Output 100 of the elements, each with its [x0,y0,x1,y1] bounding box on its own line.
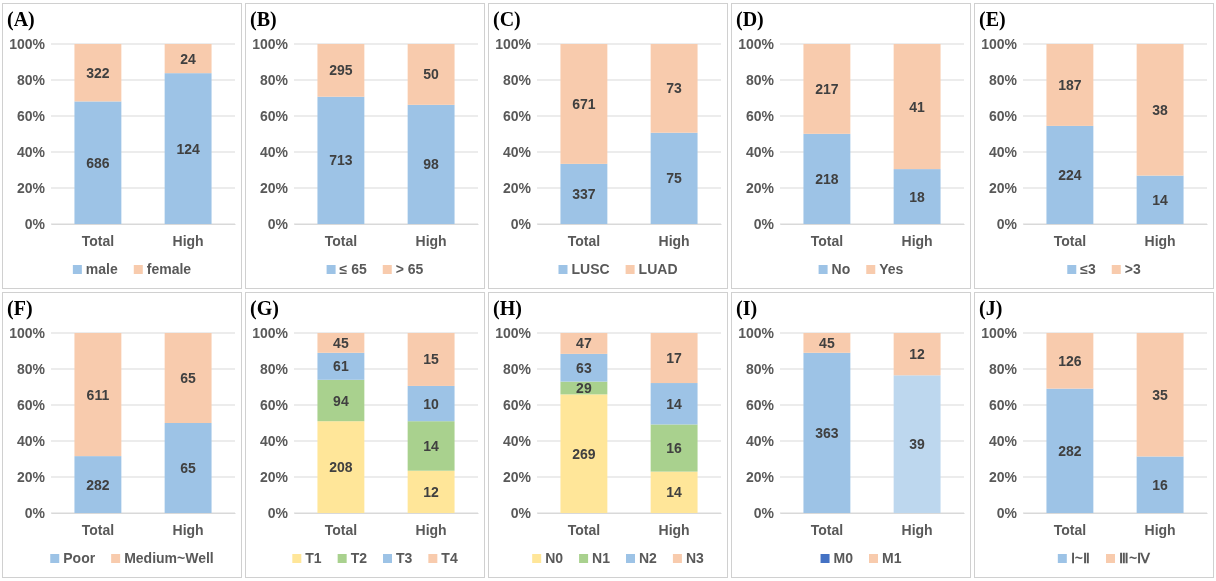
x-tick-label: Total [1053,521,1087,538]
annotation: 65 [180,370,197,386]
annotation: 14 [423,437,440,454]
annotation: 35 [1152,386,1169,403]
bar [893,333,941,376]
chart-title: (B) [250,8,277,31]
bar [164,333,212,423]
annotation: 14 [666,395,683,412]
x-tick-label: Total [810,521,844,538]
y-tick-label: 0% [753,215,775,232]
y-tick-label: 60% [259,396,289,413]
legend-label: T3 [396,550,413,566]
x-tick-label: Total [324,232,358,249]
annotation: 14 [1152,191,1169,208]
bar [407,470,455,513]
annotation: 39 [909,436,926,453]
annotation: 38 [1152,101,1169,118]
y-tick-label: 0% [753,504,775,521]
bar [893,375,941,513]
bar [74,456,122,513]
x-tick-label: Total [81,232,115,249]
y-tick-label: 80% [745,360,775,377]
chart-title: (I) [736,297,758,320]
x-tick-label: Total [567,521,601,538]
annotation: 24 [180,50,197,67]
annotation: 217 [815,80,839,97]
bar [164,44,212,74]
legend-label: N1 [592,550,611,566]
annotation: 75 [666,170,683,187]
y-tick-label: 20% [745,179,775,196]
annotation: 41 [909,98,926,115]
y-tick-label: 0% [24,504,46,521]
x-tick-label: High [901,521,933,538]
y-tick-label: 80% [16,71,46,88]
bar [560,333,608,354]
annotation: 65 [180,460,197,476]
annotation: 363 [815,424,839,441]
legend-label: Poor [63,550,96,566]
annotation: 45 [819,334,835,351]
bar [407,44,455,105]
annotation: 18 [909,188,926,205]
y-tick-label: 0% [996,504,1018,521]
legend-label: ≤ 65 [339,261,367,277]
y-tick-label: 20% [745,468,775,485]
annotation: 218 [815,170,839,187]
bar [1046,388,1094,513]
annotation: 671 [572,95,596,112]
y-tick-label: 80% [988,360,1018,377]
legend-label: T1 [305,550,322,566]
y-tick-label: 0% [510,215,532,232]
y-tick-label: 80% [16,360,46,377]
bar [164,423,212,513]
annotation: 686 [86,154,110,171]
y-tick-label: 100% [738,35,775,52]
y-tick-label: 60% [988,396,1018,413]
chart-title: (A) [7,8,35,31]
annotation: 269 [572,445,596,462]
y-tick-label: 100% [981,35,1018,52]
y-tick-label: 20% [16,179,46,196]
y-tick-label: 40% [502,432,532,449]
bar [650,383,698,425]
x-tick-label: Total [324,521,358,538]
x-tick-label: High [901,232,933,249]
bar [1136,44,1184,176]
legend-label: Medium~Well [124,550,214,566]
y-tick-label: 20% [988,468,1018,485]
annotation: 126 [1058,352,1082,369]
legend-label: No [831,261,851,277]
y-tick-label: 40% [16,143,46,160]
bar [650,471,698,513]
bar [164,73,212,224]
legend-label: > 65 [395,261,424,277]
bar [560,394,608,513]
x-tick-label: Total [1053,232,1087,249]
legend-label: N3 [685,550,705,566]
y-tick-label: 20% [988,179,1018,196]
bar [560,353,608,382]
x-tick-label: High [1144,232,1176,249]
bar [650,333,698,384]
y-tick-label: 60% [259,107,289,124]
y-tick-label: 0% [24,215,46,232]
bar [407,421,455,471]
y-tick-label: 100% [9,35,46,52]
y-tick-label: 0% [996,215,1018,232]
y-tick-label: 80% [259,71,289,88]
y-tick-label: 20% [502,179,532,196]
y-tick-label: 40% [988,143,1018,160]
y-tick-label: 0% [510,504,532,521]
legend-label: Yes [879,261,904,277]
annotation: 63 [576,359,592,376]
y-tick-label: 0% [267,215,289,232]
annotation: 15 [423,351,440,368]
annotation: 17 [666,350,683,367]
chart-title: (F) [7,297,33,320]
chart-title: (C) [493,8,521,31]
y-tick-label: 20% [259,179,289,196]
annotation: 611 [86,386,110,403]
annotation: 187 [1058,76,1082,93]
y-tick-label: 100% [9,324,46,341]
y-tick-label: 80% [502,71,532,88]
